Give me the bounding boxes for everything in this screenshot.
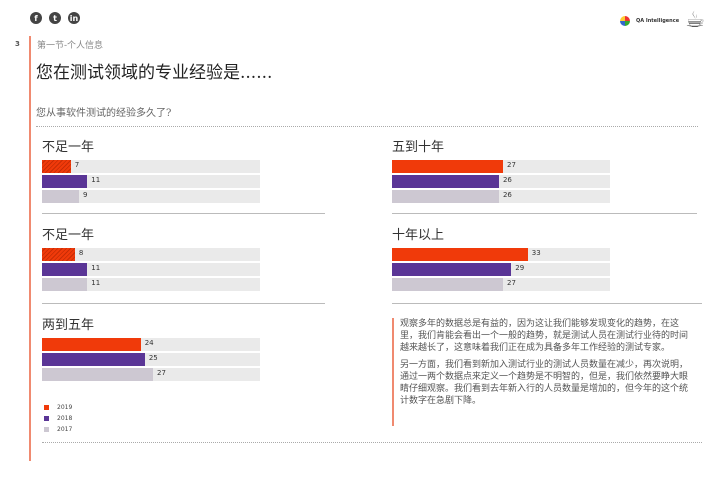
bar-track: 29 [392,263,610,276]
coffee-mascot-icon: ☕ [685,8,705,33]
question: 您从事软件测试的经验多久了? [36,108,172,119]
bar-2017 [42,278,88,291]
chart-group: 五到十年 27 26 26 [392,136,682,205]
bar-track: 33 [392,248,610,261]
twitter-icon[interactable]: t [49,12,61,24]
bar-track: 11 [42,175,260,188]
bar-2019 [392,160,504,173]
linkedin-icon[interactable]: in [68,12,80,24]
bar-2018 [42,353,145,366]
data-label: 26 [502,176,512,184]
data-label: 26 [502,191,512,199]
data-label: 11 [91,176,101,184]
divider [392,213,697,214]
data-label: 33 [531,249,541,257]
bar-2017 [392,278,504,291]
data-label: 27 [157,369,166,377]
bar-2019 [42,338,141,351]
chart-group: 两到五年 24 25 27 [42,314,332,383]
logo-text: QA Intelligence [636,17,680,24]
bar-track: 11 [42,263,260,276]
page-number: 3 [15,40,20,48]
data-label: 11 [91,279,101,287]
legend: 2019 2018 2017 [44,402,72,435]
group-title: 十年以上 [392,228,445,243]
bar-track: 25 [42,353,260,366]
group-title: 不足一年 [42,228,95,243]
data-label: 29 [515,264,525,272]
divider [42,442,702,443]
commentary: 观察多年的数据总是有益的，因为这让我们能够发现变化的趋势，在这里，我们肯能会看出… [392,318,692,426]
commentary-paragraph: 观察多年的数据总是有益的，因为这让我们能够发现变化的趋势，在这里，我们肯能会看出… [400,319,689,353]
group-title: 五到十年 [392,140,445,155]
bar-track: 27 [42,368,260,381]
data-label: 27 [507,161,516,169]
social-links: f t in [30,12,80,24]
data-label: 11 [91,264,101,272]
facebook-icon[interactable]: f [30,12,42,24]
divider [42,303,325,304]
bar-track: 26 [392,175,610,188]
commentary-paragraph: 另一方面，我们看到新加入测试行业的测试人员数量在减少，再次说明，通过一两个数据点… [400,360,689,406]
data-label: 27 [507,279,516,287]
group-title: 两到五年 [42,318,95,333]
divider [42,213,325,214]
data-label: 9 [83,191,88,199]
bar-2019 [42,160,71,173]
bar-2018 [42,263,88,276]
legend-label: 2019 [57,404,73,411]
bar-track: 26 [392,190,610,203]
divider [36,126,698,127]
group-title: 不足一年 [42,140,95,155]
legend-item-2019: 2019 [44,402,72,413]
page-title: 您在测试领域的专业经验是...... [36,63,273,83]
bar-track: 27 [392,278,610,291]
bar-track: 9 [42,190,260,203]
bar-2018 [42,175,88,188]
chart-group: 不足一年 7 11 9 [42,136,332,205]
bar-track: 24 [42,338,260,351]
bar-2018 [392,175,499,188]
section-label: 第一节-个人信息 [37,41,104,51]
bar-2017 [392,190,499,203]
bar-track: 27 [392,160,610,173]
accent-line [29,36,31,461]
bar-2017 [42,368,154,381]
bar-track: 7 [42,160,260,173]
legend-item-2017: 2017 [44,424,72,435]
legend-item-2018: 2018 [44,413,72,424]
bar-2019 [392,248,528,261]
divider [392,303,702,304]
chart-group: 十年以上 33 29 27 [392,224,682,293]
bar-track: 11 [42,278,260,291]
qa-intelligence-logo: QA Intelligence ☕ [620,8,705,33]
data-label: 25 [148,354,158,362]
logo-mark-icon [620,15,630,26]
data-label: 24 [144,339,154,347]
chart-group: 不足一年 8 11 11 [42,224,332,293]
bar-2017 [42,190,80,203]
bar-2019 [42,248,75,261]
data-label: 8 [78,249,84,257]
bar-2018 [392,263,512,276]
data-label: 7 [74,161,80,169]
legend-label: 2018 [57,415,73,422]
legend-label: 2017 [57,426,73,433]
bar-track: 8 [42,248,260,261]
